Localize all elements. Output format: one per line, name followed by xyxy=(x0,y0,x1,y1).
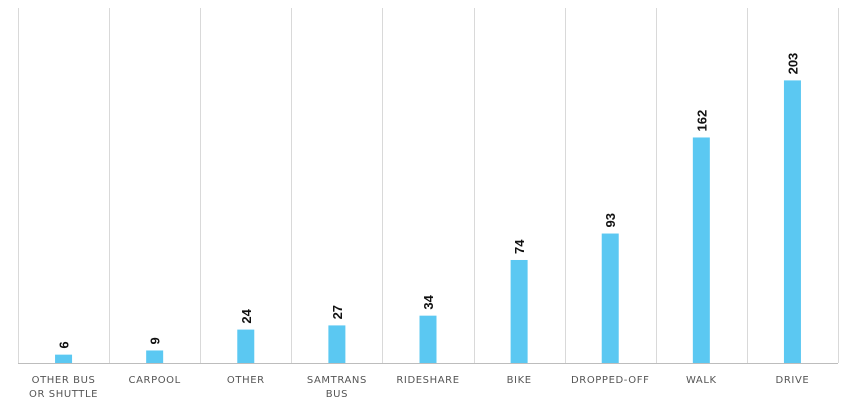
category-tick-label: OTHER xyxy=(227,375,265,386)
bar xyxy=(783,80,801,364)
bar xyxy=(692,137,710,363)
category-tick-label: RIDESHARE xyxy=(396,375,459,386)
bar xyxy=(146,350,164,363)
category-tick-label: OR SHUTTLE xyxy=(29,389,98,400)
bar xyxy=(601,233,619,363)
category-tick-label: SAMTRANS xyxy=(307,375,367,386)
category-tick-label: DROPPED-OFF xyxy=(571,375,649,386)
data-label: 203 xyxy=(785,53,800,75)
bar xyxy=(419,315,437,363)
category-tick-label: BUS xyxy=(326,389,348,400)
bar xyxy=(328,325,346,363)
category-tick-label: DRIVE xyxy=(776,375,810,386)
data-label: 93 xyxy=(603,213,618,227)
data-label: 9 xyxy=(148,337,163,344)
bar xyxy=(510,259,528,363)
category-tick-label: WALK xyxy=(686,375,717,386)
data-label: 24 xyxy=(239,308,254,323)
data-label: 34 xyxy=(421,294,436,309)
category-tick-label: CARPOOL xyxy=(129,375,181,386)
category-tick-label: OTHER BUS xyxy=(32,375,96,386)
bar xyxy=(55,354,73,363)
bar xyxy=(237,329,255,363)
data-label: 74 xyxy=(512,239,527,254)
category-tick-label: BIKE xyxy=(507,375,532,386)
data-label: 6 xyxy=(57,341,72,348)
data-label: 27 xyxy=(330,305,345,319)
data-label: 162 xyxy=(694,110,709,132)
